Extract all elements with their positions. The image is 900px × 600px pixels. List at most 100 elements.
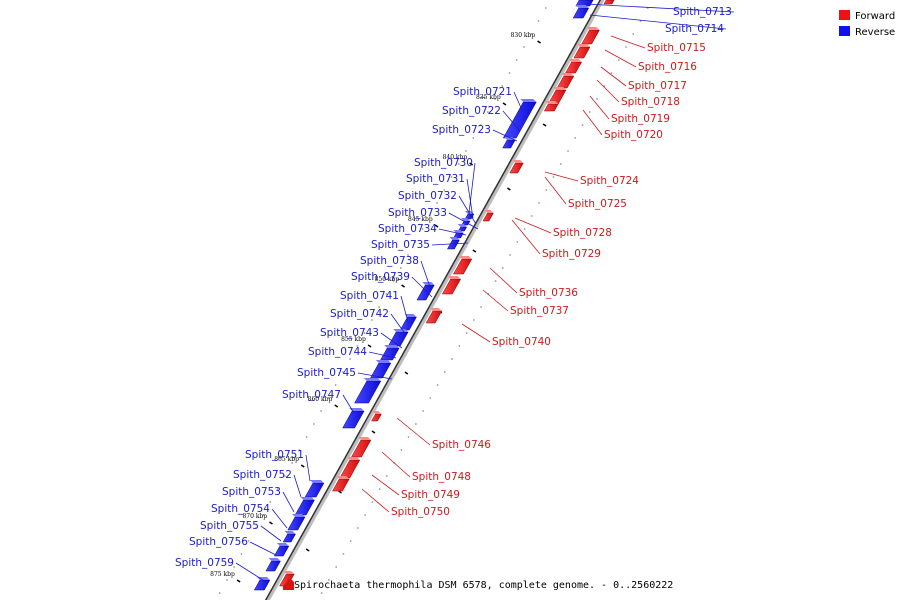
axis-dot	[414, 423, 417, 425]
axis-dot	[479, 124, 482, 126]
reverse-gene-label: Spith_0735	[371, 239, 430, 251]
axis-dot	[494, 98, 496, 100]
reverse-gene-label: Spith_0723	[432, 124, 491, 136]
gene-labels: Spith_0713 Spith_0714 Spith_0721 Spith_0722…	[175, 6, 732, 569]
forward-gene-label: Spith_0729	[542, 248, 601, 260]
axis-dot	[501, 267, 504, 269]
reverse-gene-label: Spith_0742	[330, 308, 389, 320]
gene-bevel	[429, 308, 442, 311]
label-leader-line	[420, 260, 431, 288]
axis-dot	[436, 384, 439, 386]
label-leader-line	[502, 110, 521, 132]
axis-dot	[349, 540, 352, 542]
axis-dot	[530, 215, 533, 217]
reverse-gene-label: Spith_0732	[398, 190, 457, 202]
kbp-tick-label: 850 kbp	[375, 276, 400, 283]
label-leader-line	[600, 66, 627, 87]
axis-dot	[356, 527, 359, 529]
gene-bevel	[357, 437, 371, 440]
gene-bevel	[300, 497, 315, 500]
genome-axis-shadow	[265, 0, 605, 600]
forward-gene-label: Spith_0736	[519, 287, 578, 299]
axis-dot	[407, 436, 410, 438]
axis-dot	[596, 98, 598, 100]
gene-bevel	[276, 543, 289, 546]
axis-dot	[436, 202, 438, 204]
label-leader-line	[544, 176, 567, 205]
forward-gene-label: Spith_0740	[492, 336, 551, 348]
gene-bevel	[349, 408, 365, 411]
legend-forward-swatch	[839, 10, 850, 20]
label-leader-line	[305, 454, 311, 482]
axis-dot	[486, 111, 489, 113]
reverse-gene-label: Spith_0756	[189, 536, 248, 548]
axis-dot	[610, 72, 613, 74]
gene-bevel	[292, 514, 306, 517]
legend-reverse-swatch	[839, 26, 850, 36]
gene-bevel	[577, 44, 591, 47]
axis-dot	[328, 579, 330, 581]
reverse-gene-label: Spith_0734	[378, 223, 437, 235]
axis-dot	[371, 501, 374, 503]
axis-dot	[588, 111, 591, 113]
reverse-gene-label: Spith_0721	[453, 86, 512, 98]
axis-dot	[334, 384, 337, 386]
axis-dash	[404, 371, 409, 375]
reverse-gene-label: Spith_0738	[360, 255, 419, 267]
label-leader-line	[514, 217, 552, 234]
label-leader-line	[596, 79, 620, 103]
label-leader-line	[482, 289, 509, 312]
reverse-gene	[304, 482, 325, 498]
axis-dot	[451, 358, 453, 360]
forward-gene-label: Spith_0720	[604, 129, 663, 141]
gene-bevel	[336, 476, 350, 479]
axis-dot	[400, 449, 403, 451]
axis-dash	[472, 249, 477, 253]
label-leader-line	[260, 525, 282, 542]
gene-features	[253, 0, 615, 591]
legend: Forward Reverse	[839, 10, 895, 38]
gene-bevel	[449, 237, 460, 240]
reverse-gene-label: Spith_0739	[351, 271, 410, 283]
label-leader-line	[492, 129, 518, 142]
axis-dot	[226, 579, 228, 581]
gene-bevel	[457, 224, 467, 227]
kbp-tick	[334, 404, 339, 408]
axis-dot	[327, 397, 330, 399]
reverse-gene	[273, 545, 290, 557]
kbp-tick-label: 865 kbp	[274, 456, 299, 463]
axis-dot	[515, 59, 518, 61]
axis-dot	[342, 553, 345, 555]
label-leader-line	[431, 242, 469, 246]
forward-gene-label: Spith_0749	[401, 489, 460, 501]
gene-bevel	[375, 360, 391, 363]
axis-dot	[341, 371, 344, 373]
kbp-tick	[502, 102, 507, 106]
reverse-gene-label: Spith_0733	[388, 207, 447, 219]
forward-gene-label: Spith_0718	[621, 96, 680, 108]
label-leader-line	[357, 372, 393, 380]
label-leader-line	[271, 508, 288, 529]
axis-dot	[429, 397, 432, 399]
kbp-tick	[367, 344, 372, 348]
axis-dot	[480, 306, 482, 308]
axis-dot	[523, 228, 526, 230]
gene-bevel	[363, 378, 381, 381]
axis-dot	[625, 46, 627, 48]
reverse-gene-label: Spith_0730	[414, 157, 473, 169]
kbp-tick-label: 830 kbp	[511, 32, 536, 39]
gene-bevel	[453, 230, 464, 233]
axis-dot	[298, 449, 301, 451]
label-leader-line	[438, 228, 467, 236]
label-leader-line	[342, 394, 355, 414]
legend-reverse-label: Reverse	[855, 27, 895, 38]
axis-dash	[506, 187, 511, 191]
kbp-tick	[469, 162, 473, 166]
gene-bevel	[422, 282, 435, 285]
gene-bevel	[309, 480, 324, 483]
reverse-gene	[380, 347, 400, 361]
label-leader-line	[604, 49, 637, 68]
axis-dot	[269, 501, 272, 503]
axis-dot	[349, 358, 351, 360]
axis-dot	[407, 254, 409, 256]
